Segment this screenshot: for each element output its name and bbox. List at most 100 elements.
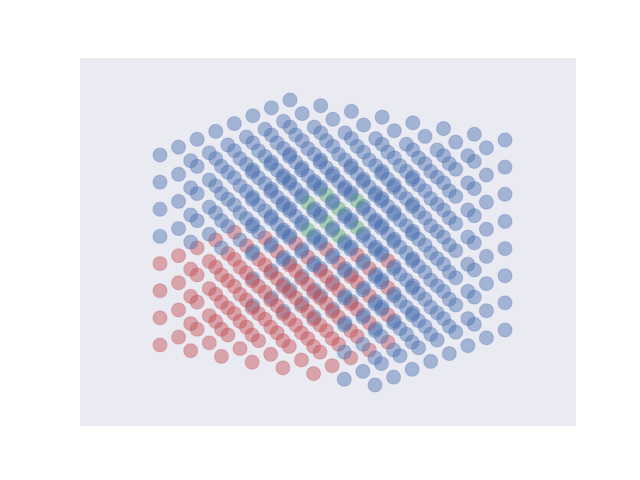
point (276, 113, 292, 129)
point (257, 203, 273, 219)
point (336, 317, 352, 333)
point (189, 240, 205, 256)
point (404, 253, 420, 269)
point (423, 326, 439, 342)
point (312, 290, 328, 306)
point (306, 338, 322, 354)
point (300, 331, 316, 347)
point (245, 216, 261, 232)
point (386, 315, 402, 331)
point (226, 170, 242, 186)
point (318, 133, 334, 149)
point (404, 280, 420, 296)
point (220, 300, 236, 316)
point (257, 176, 273, 192)
point (226, 197, 242, 213)
point (392, 348, 408, 364)
point (356, 226, 372, 242)
point (171, 329, 187, 345)
point (288, 181, 304, 197)
point (293, 271, 309, 287)
point (324, 358, 340, 374)
point (257, 311, 273, 327)
point (313, 152, 329, 168)
point (313, 98, 329, 114)
plot-area (80, 58, 576, 426)
point (269, 135, 285, 151)
point (411, 177, 427, 193)
point (232, 151, 248, 167)
point (281, 284, 297, 300)
point (429, 332, 445, 348)
point (306, 146, 322, 162)
point (275, 170, 291, 186)
point (288, 290, 304, 306)
point (288, 236, 304, 252)
point (263, 265, 279, 281)
point (448, 161, 464, 177)
point (429, 169, 445, 185)
point (497, 268, 513, 284)
point (343, 212, 359, 228)
point (288, 317, 304, 333)
point (392, 185, 408, 201)
point (386, 179, 402, 195)
point (189, 294, 205, 310)
point (171, 166, 187, 182)
point (386, 204, 402, 220)
point (404, 334, 420, 350)
point (281, 230, 297, 246)
point (423, 299, 439, 315)
point (251, 251, 267, 267)
point (343, 158, 359, 174)
point (269, 243, 285, 259)
point (213, 213, 229, 229)
point (436, 311, 452, 327)
point (238, 292, 254, 308)
point (423, 218, 439, 234)
point (436, 256, 452, 272)
point (466, 153, 482, 169)
point (392, 321, 408, 337)
point (466, 235, 482, 251)
point (336, 290, 352, 306)
point (331, 282, 347, 298)
point (306, 257, 322, 273)
point (436, 121, 452, 137)
point (336, 344, 352, 360)
point (282, 228, 298, 244)
point (293, 298, 309, 314)
point (368, 239, 384, 255)
point (226, 251, 242, 267)
point (318, 160, 334, 176)
point (373, 274, 389, 290)
point (245, 135, 261, 151)
point (343, 350, 359, 366)
point (293, 325, 309, 341)
point (300, 276, 316, 292)
point (386, 206, 402, 222)
point (355, 282, 371, 298)
point (293, 216, 309, 232)
point (325, 301, 341, 317)
point (213, 240, 229, 256)
point (361, 342, 377, 358)
point (189, 213, 205, 229)
point (306, 284, 322, 300)
point (263, 346, 279, 362)
point (373, 220, 389, 236)
point (325, 220, 341, 236)
point (417, 128, 433, 144)
point (337, 288, 353, 304)
point (441, 237, 457, 253)
point (152, 337, 168, 353)
point (208, 232, 224, 248)
point (405, 278, 421, 294)
point (441, 210, 457, 226)
point (244, 273, 260, 289)
point (436, 229, 452, 245)
point (294, 106, 310, 122)
point (374, 245, 390, 261)
point (336, 236, 352, 252)
